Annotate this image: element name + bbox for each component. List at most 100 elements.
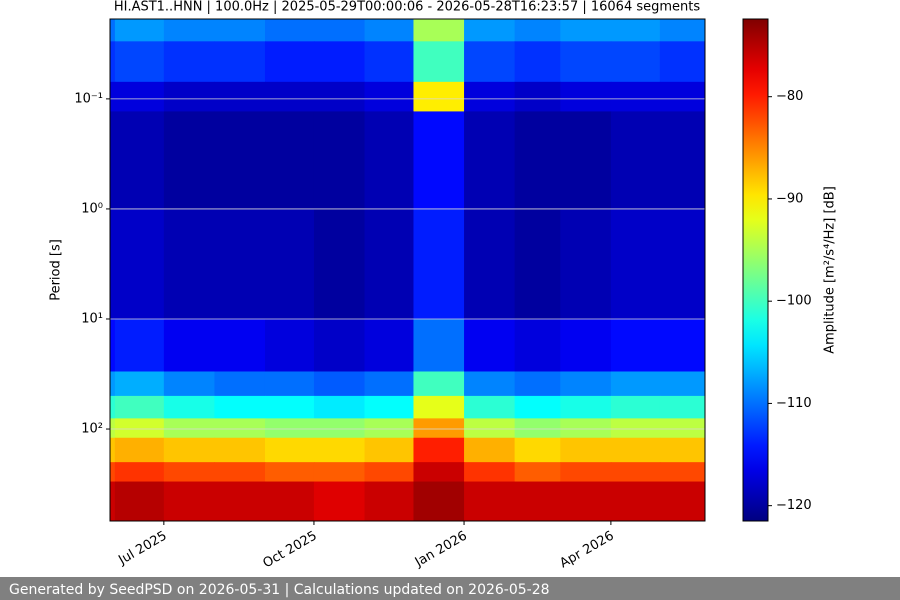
heatmap-cell <box>560 481 612 521</box>
heatmap-cell <box>659 81 705 112</box>
heatmap-cell <box>464 111 516 210</box>
heatmap-cell <box>659 318 705 372</box>
heatmap-cell <box>413 208 465 320</box>
heatmap-cell <box>163 208 215 320</box>
heatmap-cell <box>364 462 414 483</box>
heatmap-cell <box>659 41 705 83</box>
heatmap-cell <box>313 208 366 320</box>
heatmap-cell <box>163 437 215 463</box>
x-tick-label: Jan 2026 <box>412 529 470 571</box>
heatmap <box>110 19 705 521</box>
colorbar-tick-label: −120 <box>776 498 812 513</box>
heatmap-cell <box>514 19 561 42</box>
heatmap-cell <box>659 418 705 439</box>
heatmap-cell <box>413 395 465 419</box>
heatmap-cell <box>364 395 414 419</box>
heatmap-cell <box>214 395 266 419</box>
y-tick-label: 10² <box>81 422 103 437</box>
heatmap-cell <box>514 371 561 397</box>
heatmap-cell <box>560 208 612 320</box>
heatmap-cell <box>313 437 366 463</box>
heatmap-cell <box>364 208 414 320</box>
heatmap-cell <box>264 418 315 439</box>
heatmap-cell <box>610 437 661 463</box>
heatmap-cell <box>560 437 612 463</box>
heatmap-cell <box>163 418 215 439</box>
heatmap-cell <box>110 371 116 397</box>
heatmap-cell <box>413 462 465 483</box>
heatmap-cell <box>110 418 116 439</box>
heatmap-cell <box>214 437 266 463</box>
heatmap-cell <box>659 111 705 210</box>
x-tick-label: Oct 2025 <box>260 529 319 572</box>
heatmap-cell <box>610 371 661 397</box>
heatmap-cell <box>464 418 516 439</box>
heatmap-cell <box>659 208 705 320</box>
heatmap-cell <box>560 318 612 372</box>
colorbar-tick-label: −80 <box>776 89 803 104</box>
heatmap-cell <box>110 41 116 83</box>
heatmap-cell <box>163 81 215 112</box>
heatmap-cell <box>413 81 465 112</box>
heatmap-cell <box>214 462 266 483</box>
heatmap-cell <box>514 437 561 463</box>
heatmap-cell <box>110 81 116 112</box>
heatmap-cell <box>413 481 465 521</box>
footer-bar <box>0 577 900 600</box>
heatmap-cell <box>264 19 315 42</box>
heatmap-cell <box>413 371 465 397</box>
heatmap-cell <box>610 462 661 483</box>
heatmap-cell <box>514 41 561 83</box>
heatmap-cell <box>163 41 215 83</box>
colorbar-tick-label: −100 <box>776 294 812 309</box>
heatmap-cell <box>313 111 366 210</box>
heatmap-cell <box>313 318 366 372</box>
heatmap-cell <box>114 437 165 463</box>
heatmap-cell <box>313 371 366 397</box>
heatmap-cell <box>610 395 661 419</box>
x-tick-label: Jul 2025 <box>115 529 169 569</box>
heatmap-cell <box>264 81 315 112</box>
y-tick-label: 10⁻¹ <box>74 91 103 106</box>
heatmap-cell <box>413 318 465 372</box>
heatmap-cell <box>264 462 315 483</box>
heatmap-cell <box>214 318 266 372</box>
y-tick-label: 10⁰ <box>81 201 103 216</box>
heatmap-cell <box>610 111 661 210</box>
heatmap-cell <box>514 111 561 210</box>
heatmap-cell <box>364 19 414 42</box>
heatmap-cell <box>313 19 366 42</box>
heatmap-cell <box>464 462 516 483</box>
heatmap-cell <box>610 41 661 83</box>
heatmap-cell <box>659 437 705 463</box>
heatmap-cell <box>264 437 315 463</box>
heatmap-cell <box>364 41 414 83</box>
heatmap-cell <box>264 395 315 419</box>
heatmap-cell <box>214 371 266 397</box>
heatmap-cell <box>114 41 165 83</box>
y-axis-label: Period [s] <box>49 239 64 301</box>
heatmap-cell <box>264 208 315 320</box>
heatmap-cell <box>659 462 705 483</box>
heatmap-cell <box>110 19 116 42</box>
heatmap-cell <box>163 371 215 397</box>
heatmap-cell <box>610 418 661 439</box>
colorbar-tick-label: −110 <box>776 396 812 411</box>
heatmap-cell <box>313 395 366 419</box>
heatmap-cell <box>560 395 612 419</box>
heatmap-cell <box>364 371 414 397</box>
heatmap-cell <box>560 81 612 112</box>
heatmap-cell <box>114 81 165 112</box>
heatmap-cell <box>313 418 366 439</box>
heatmap-cell <box>514 395 561 419</box>
heatmap-cell <box>610 318 661 372</box>
heatmap-cell <box>114 462 165 483</box>
heatmap-cell <box>114 208 165 320</box>
heatmap-cell <box>313 81 366 112</box>
heatmap-cell <box>413 111 465 210</box>
heatmap-cell <box>364 111 414 210</box>
heatmap-cell <box>514 81 561 112</box>
heatmap-cell <box>464 395 516 419</box>
